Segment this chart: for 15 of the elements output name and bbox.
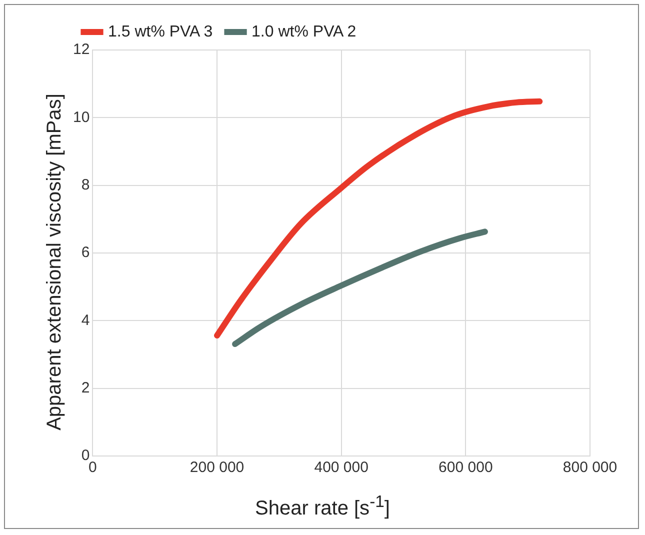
- y-tick-label: 0: [81, 447, 90, 464]
- legend-label: 1.0 wt% PVA 2: [252, 23, 356, 40]
- y-tick-label: 6: [81, 244, 90, 262]
- x-axis-title: Shear rate [s$^{-1}$]: [254, 492, 391, 521]
- y-tick-label: 4: [81, 312, 90, 329]
- y-axis-title: Apparent extensional viscosity [mPas]: [44, 94, 66, 430]
- y-tick-label: 8: [81, 176, 90, 194]
- y-tick-label: 12: [72, 41, 90, 58]
- y-tick-label: 10: [72, 108, 90, 126]
- x-tick-label: 200 000: [190, 459, 244, 476]
- x-tick-label: 600 000: [438, 459, 493, 476]
- x-tick-label: 800 000: [562, 459, 618, 476]
- y-tick-label: 2: [81, 379, 90, 396]
- legend-label: 1.5 wt% PVA 3: [108, 23, 213, 40]
- x-tick-label: 400 000: [314, 459, 368, 476]
